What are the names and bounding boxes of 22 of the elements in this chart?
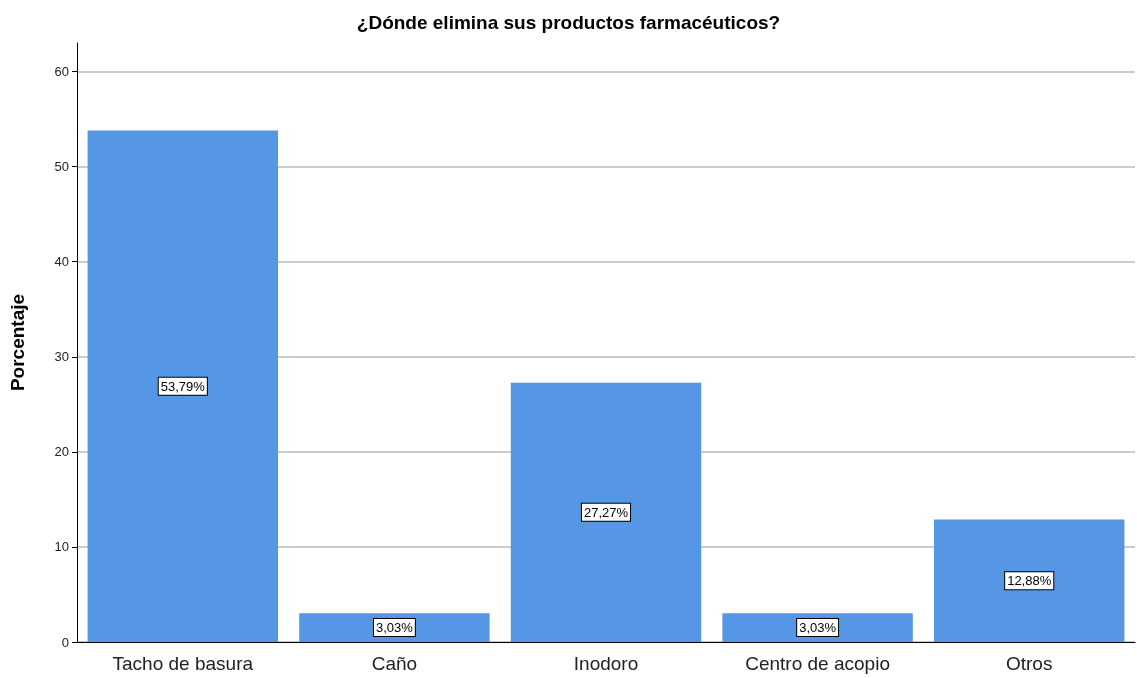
y-axis-title: Porcentaje [7,293,28,392]
data-label: 12,88% [1007,573,1052,589]
data-label: 27,27% [583,504,629,520]
chart-title: ¿Dónde elimina sus productos farmacéuticos? [356,12,781,33]
x-tick-label: Otros [1005,653,1053,674]
data-label: 3,03% [799,620,837,636]
y-tick-label: 10 [54,539,69,555]
x-tick-label: Centro de acopio [745,653,890,674]
y-tick-label: 60 [54,64,69,80]
bar [510,382,702,642]
y-tick-label: 50 [54,159,69,175]
x-tick-label: Inodoro [573,653,639,674]
data-label: 53,79% [160,378,206,394]
x-tick-label: Tacho de basura [112,653,254,674]
y-tick-label: 0 [61,634,69,650]
bar [933,519,1125,642]
y-tick-label: 40 [54,254,69,270]
y-tick-label: 20 [54,444,69,460]
data-label: 3,03% [375,620,414,636]
y-tick-label: 30 [54,349,69,365]
x-tick-label: Caño [371,653,418,674]
bar [87,130,279,642]
